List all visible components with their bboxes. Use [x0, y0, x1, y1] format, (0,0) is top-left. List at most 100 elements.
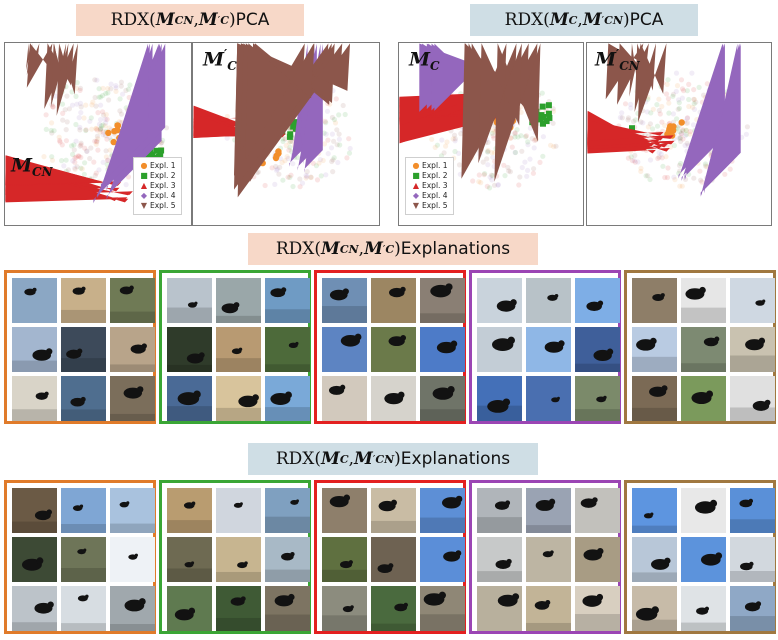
image-tile [420, 488, 465, 533]
background-point [490, 173, 496, 179]
background-point [316, 160, 322, 166]
background-point [113, 88, 119, 94]
image-tile [167, 488, 212, 533]
background-point [269, 165, 275, 171]
background-point [512, 130, 518, 136]
background-point [81, 115, 87, 121]
background-point [691, 101, 697, 107]
pca-scatter-3 [399, 43, 559, 191]
background-point [297, 184, 303, 190]
background-point [93, 170, 99, 176]
background-point [674, 116, 680, 122]
background-point [49, 154, 55, 160]
background-point [280, 177, 286, 183]
background-point [57, 139, 63, 145]
background-point [698, 177, 704, 183]
background-point [679, 183, 685, 189]
background-point [679, 95, 685, 101]
background-point [93, 103, 99, 109]
background-point [314, 177, 321, 183]
expl-5-point [478, 43, 522, 164]
background-point [282, 136, 288, 142]
background-point [274, 166, 280, 172]
background-point [273, 163, 279, 170]
expl-4-point [102, 43, 149, 186]
image-tile [526, 327, 571, 372]
expl-2-point [540, 114, 547, 120]
background-point [48, 127, 54, 134]
panel-label-2: M′C [203, 47, 237, 74]
background-point [683, 120, 689, 126]
background-point [519, 164, 525, 171]
expl-5-point [26, 43, 53, 88]
image-tile [322, 376, 367, 421]
background-point [63, 127, 69, 133]
background-point [647, 157, 654, 163]
background-point [642, 131, 648, 137]
image-tile [61, 488, 106, 533]
expl-2-point [286, 133, 293, 140]
background-point [94, 139, 100, 145]
background-point [51, 128, 57, 134]
image-tile [681, 327, 726, 372]
background-point [108, 86, 114, 92]
pca-panel-2: M′C [192, 42, 380, 226]
expl-1-point [111, 128, 118, 135]
background-point [665, 165, 671, 171]
background-point [656, 107, 662, 114]
background-point [540, 153, 546, 159]
legend-row: ■ Expl. 2 [140, 171, 176, 180]
background-point [60, 117, 66, 123]
background-point [304, 174, 310, 180]
background-point [687, 129, 693, 135]
background-point [284, 154, 290, 160]
background-point [308, 174, 314, 181]
image-tile [216, 278, 261, 323]
background-point [512, 149, 518, 156]
background-point [517, 174, 523, 180]
background-point [481, 172, 487, 178]
background-point [456, 162, 463, 168]
background-point [104, 116, 110, 122]
background-point [287, 174, 293, 180]
background-point [324, 108, 331, 114]
background-point [77, 87, 83, 93]
pca-title-right: RDX(M C, M ′ CN) PCA [470, 4, 698, 36]
background-point [72, 165, 78, 171]
image-tile [730, 327, 775, 372]
background-point [325, 137, 331, 143]
background-point [59, 158, 65, 164]
background-point [106, 97, 112, 103]
background-point [262, 182, 268, 189]
background-point [650, 106, 656, 112]
background-point [107, 147, 113, 153]
legend-row: ● Expl. 1 [412, 161, 448, 170]
background-point [632, 152, 638, 159]
background-point [317, 157, 323, 163]
background-point [95, 147, 101, 153]
pca-panel-3: MC ● Expl. 1 ■ Expl. 2 ▲ Expl. 3 ◆ Expl. 4 ▼… [398, 42, 584, 226]
background-point [113, 85, 119, 91]
background-point [743, 131, 749, 137]
background-point [103, 120, 109, 126]
background-point [70, 158, 76, 164]
background-point [525, 167, 531, 173]
image-tile [730, 537, 775, 582]
image-tile [12, 327, 57, 372]
background-point [671, 142, 677, 149]
legend-row: ▼ Expl. 5 [412, 201, 448, 210]
background-point [336, 131, 342, 137]
background-point [696, 84, 702, 90]
background-point [509, 144, 515, 150]
background-point [83, 102, 89, 108]
image-tile [681, 278, 726, 323]
expl-1-point [670, 127, 677, 134]
background-point [87, 155, 93, 162]
background-point [476, 172, 482, 178]
image-tile [61, 327, 106, 372]
background-point [322, 118, 328, 124]
image-tile [110, 278, 155, 323]
background-point [125, 174, 132, 180]
background-point [273, 167, 280, 173]
legend-row: ▼ Expl. 5 [140, 201, 176, 210]
